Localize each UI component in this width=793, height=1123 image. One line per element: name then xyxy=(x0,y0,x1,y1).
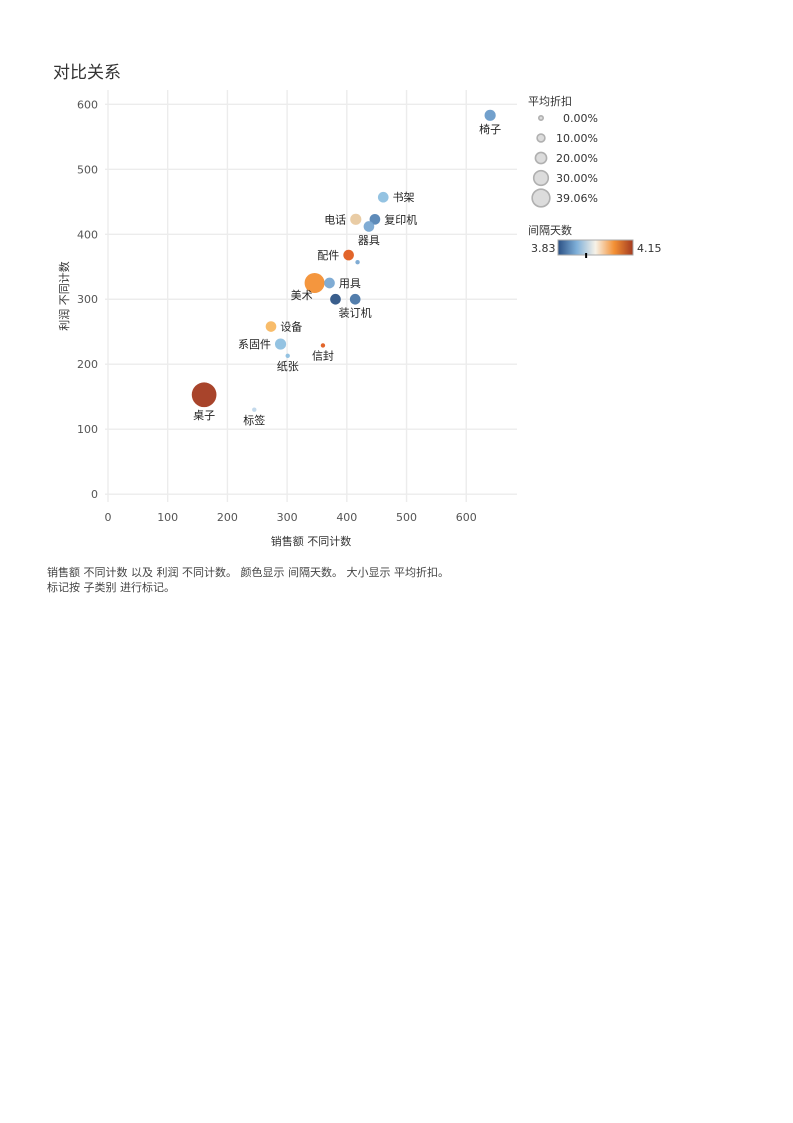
caption-line-1: 销售额 不同计数 以及 利润 不同计数。 颜色显示 间隔天数。 大小显示 平均折… xyxy=(47,566,449,579)
point-label: 器具 xyxy=(358,234,380,247)
y-tick-label: 0 xyxy=(91,488,98,501)
size-legend-label: 20.00% xyxy=(556,152,598,165)
data-point xyxy=(343,249,354,261)
data-point xyxy=(265,321,277,332)
y-tick-label: 200 xyxy=(77,358,98,371)
size-legend-title: 平均折扣 xyxy=(528,94,572,108)
data-point xyxy=(324,277,335,289)
y-tick-label: 500 xyxy=(77,163,98,176)
data-point xyxy=(252,407,257,412)
point-label: 设备 xyxy=(280,320,302,334)
point-label: 标签 xyxy=(243,413,265,427)
x-tick-label: 0 xyxy=(104,511,111,524)
point-label: 纸张 xyxy=(277,360,299,373)
color-legend-marker xyxy=(585,253,588,258)
y-tick-label: 300 xyxy=(77,293,98,306)
data-point xyxy=(363,221,375,232)
x-tick-label: 400 xyxy=(336,511,357,524)
color-legend-max-label: 4.15 xyxy=(637,242,662,255)
point-label: 装订机 xyxy=(339,306,372,320)
size-legend-swatch xyxy=(532,169,550,187)
color-legend-bar xyxy=(557,239,634,256)
point-label: 电话 xyxy=(324,213,346,226)
data-point xyxy=(320,343,326,348)
point-label: 桌子 xyxy=(193,409,215,422)
size-legend-swatch xyxy=(537,115,544,122)
x-axis-label: 销售额 不同计数 xyxy=(271,534,352,548)
data-point xyxy=(350,213,362,225)
chart-title: 对比关系 xyxy=(53,63,121,83)
x-tick-label: 600 xyxy=(456,511,477,524)
point-label: 信封 xyxy=(312,349,334,363)
point-label: 用具 xyxy=(339,277,361,290)
caption-line-2: 标记按 子类别 进行标记。 xyxy=(47,581,175,594)
point-label: 复印机 xyxy=(384,212,417,226)
data-point xyxy=(191,382,217,408)
point-label: 配件 xyxy=(317,249,339,262)
x-tick-label: 500 xyxy=(396,511,417,524)
data-point xyxy=(355,260,360,265)
data-point xyxy=(274,338,287,350)
data-points xyxy=(191,109,496,412)
size-legend-label: 0.00% xyxy=(563,112,598,125)
data-point xyxy=(330,293,341,305)
size-legend-swatch xyxy=(534,151,548,165)
color-legend-min-label: 3.83 xyxy=(531,242,556,255)
size-legend: 平均折扣 0.00% 10.00% 20.00% 30.00% 39.06% xyxy=(528,94,598,208)
y-tick-label: 400 xyxy=(77,228,98,241)
axis-ticks: 0 100 200 300 400 500 600 0 100 200 300 400 500 600 xyxy=(77,98,477,524)
data-point xyxy=(349,293,361,305)
size-legend-swatch xyxy=(531,188,551,208)
color-legend: 间隔天数 3.83 4.15 xyxy=(528,224,662,258)
size-legend-label: 39.06% xyxy=(556,192,598,205)
data-point xyxy=(377,191,389,203)
chart-caption: 销售额 不同计数 以及 利润 不同计数。 颜色显示 间隔天数。 大小显示 平均折… xyxy=(47,565,527,595)
scatter-plot: 0 100 200 300 400 500 600 0 100 200 300 400 500 600 椅… xyxy=(57,90,662,548)
data-point xyxy=(304,273,325,294)
size-legend-label: 10.00% xyxy=(556,132,598,145)
y-tick-label: 100 xyxy=(77,423,98,436)
y-axis-label: 利润 不同计数 xyxy=(57,261,71,331)
x-tick-label: 100 xyxy=(157,511,178,524)
point-label: 椅子 xyxy=(479,122,501,136)
grid-lines xyxy=(105,90,517,502)
data-point xyxy=(484,109,496,121)
point-label: 书架 xyxy=(393,191,415,204)
data-point xyxy=(285,353,290,358)
size-legend-label: 30.00% xyxy=(556,172,598,185)
x-tick-label: 200 xyxy=(217,511,238,524)
point-label: 美术 xyxy=(291,289,313,302)
data-point xyxy=(369,213,381,225)
x-tick-label: 300 xyxy=(277,511,298,524)
size-legend-swatch xyxy=(536,133,546,143)
color-legend-title: 间隔天数 xyxy=(528,224,572,237)
y-tick-label: 600 xyxy=(77,98,98,111)
point-label: 系固件 xyxy=(238,338,271,351)
